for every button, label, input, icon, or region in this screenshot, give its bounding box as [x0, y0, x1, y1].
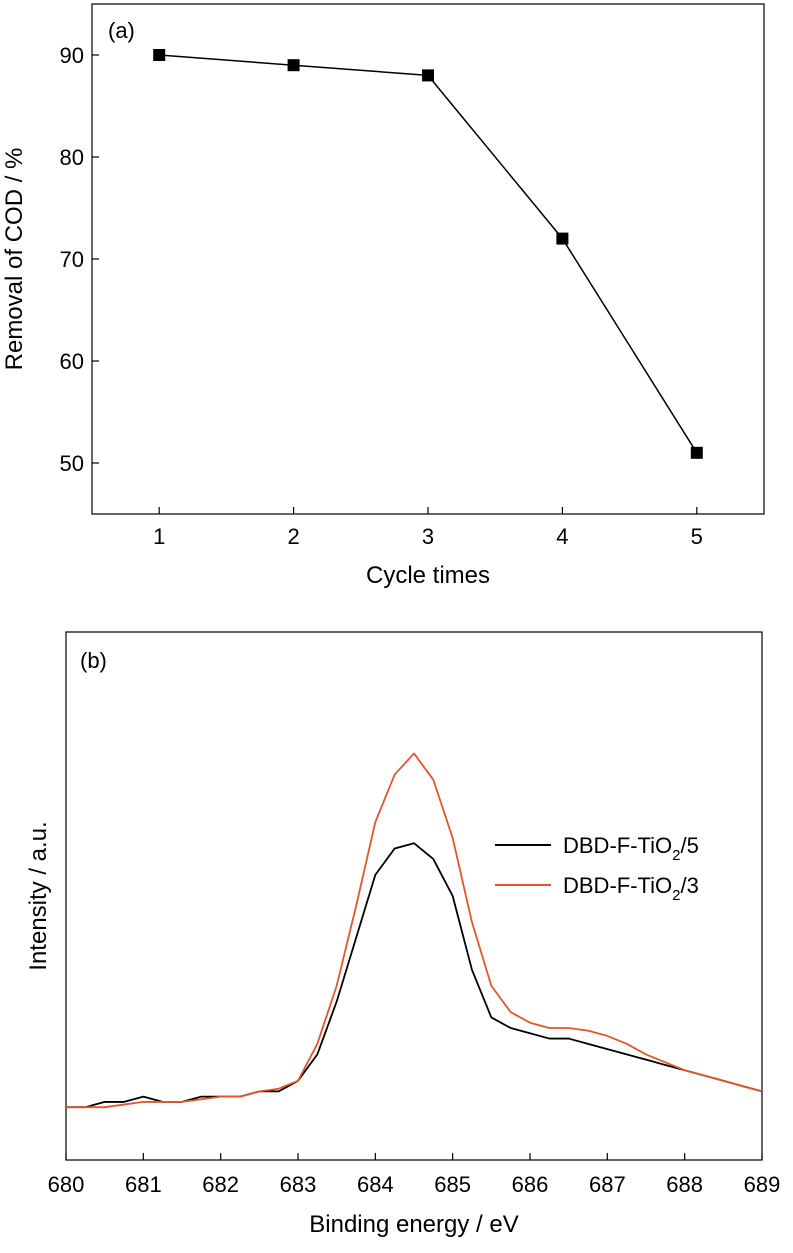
legend-label-series-2: DBD-F-TiO2/3: [563, 873, 699, 904]
series-line-b-2: [66, 752, 763, 1109]
y-tick-label-a: 60: [60, 349, 84, 374]
x-tick-label-a: 5: [691, 524, 703, 549]
y-tick-label-a: 50: [60, 451, 84, 476]
panel-label-a: (a): [108, 18, 135, 43]
plot-frame-b: [65, 631, 763, 1161]
x-tick-label-b: 684: [357, 1172, 394, 1197]
chart-panel-b: (b) 680 681 682 683 684 685 686 687 688 689 DBD-F…: [25, 631, 781, 1238]
y-ticks-a: 50 60 70 80 90: [60, 43, 99, 476]
x-tick-label-a: 3: [422, 524, 434, 549]
x-tick-label-b: 687: [589, 1172, 626, 1197]
series-line-a-1: [159, 54, 698, 454]
x-tick-label-b: 689: [744, 1172, 781, 1197]
x-tick-label-b: 681: [125, 1172, 162, 1197]
x-tick-label-b: 685: [434, 1172, 471, 1197]
x-tick-label-b: 682: [202, 1172, 239, 1197]
data-point-a: [422, 69, 434, 82]
x-tick-label-b: 680: [48, 1172, 85, 1197]
x-axis-title-a: Cycle times: [366, 562, 490, 589]
chart-panel-a: (a) 1 2 3 4 5 50 60 70 80 90 Cycle times Removal…: [1, 3, 765, 589]
x-axis-title-b: Binding energy / eV: [309, 1211, 518, 1238]
legend-b: DBD-F-TiO2/5 DBD-F-TiO2/3: [495, 833, 699, 904]
x-tick-label-b: 688: [666, 1172, 703, 1197]
legend-label-series-1: DBD-F-TiO2/5: [563, 833, 699, 864]
series-a: [153, 49, 703, 459]
x-ticks-a: 1 2 3 4 5: [153, 507, 703, 549]
data-point-a: [287, 59, 300, 72]
panel-label-b: (b): [80, 648, 107, 673]
x-tick-label-b: 686: [512, 1172, 549, 1197]
y-tick-label-a: 70: [60, 247, 84, 272]
x-tick-label-a: 4: [556, 524, 568, 549]
x-tick-label-a: 1: [153, 524, 165, 549]
y-tick-label-a: 80: [60, 145, 84, 170]
series-b: [66, 752, 763, 1109]
data-point-a: [153, 49, 166, 61]
y-tick-label-a: 90: [60, 43, 84, 68]
x-tick-label-a: 2: [287, 524, 299, 549]
y-axis-title-a: Removal of COD / %: [1, 148, 28, 371]
data-point-a: [556, 232, 569, 245]
y-axis-title-b: Intensity / a.u.: [25, 821, 52, 970]
x-ticks-b: 680 681 682 683 684 685 686 687 688 689: [48, 1153, 781, 1197]
x-tick-label-b: 683: [280, 1172, 317, 1197]
data-point-a: [690, 446, 703, 459]
